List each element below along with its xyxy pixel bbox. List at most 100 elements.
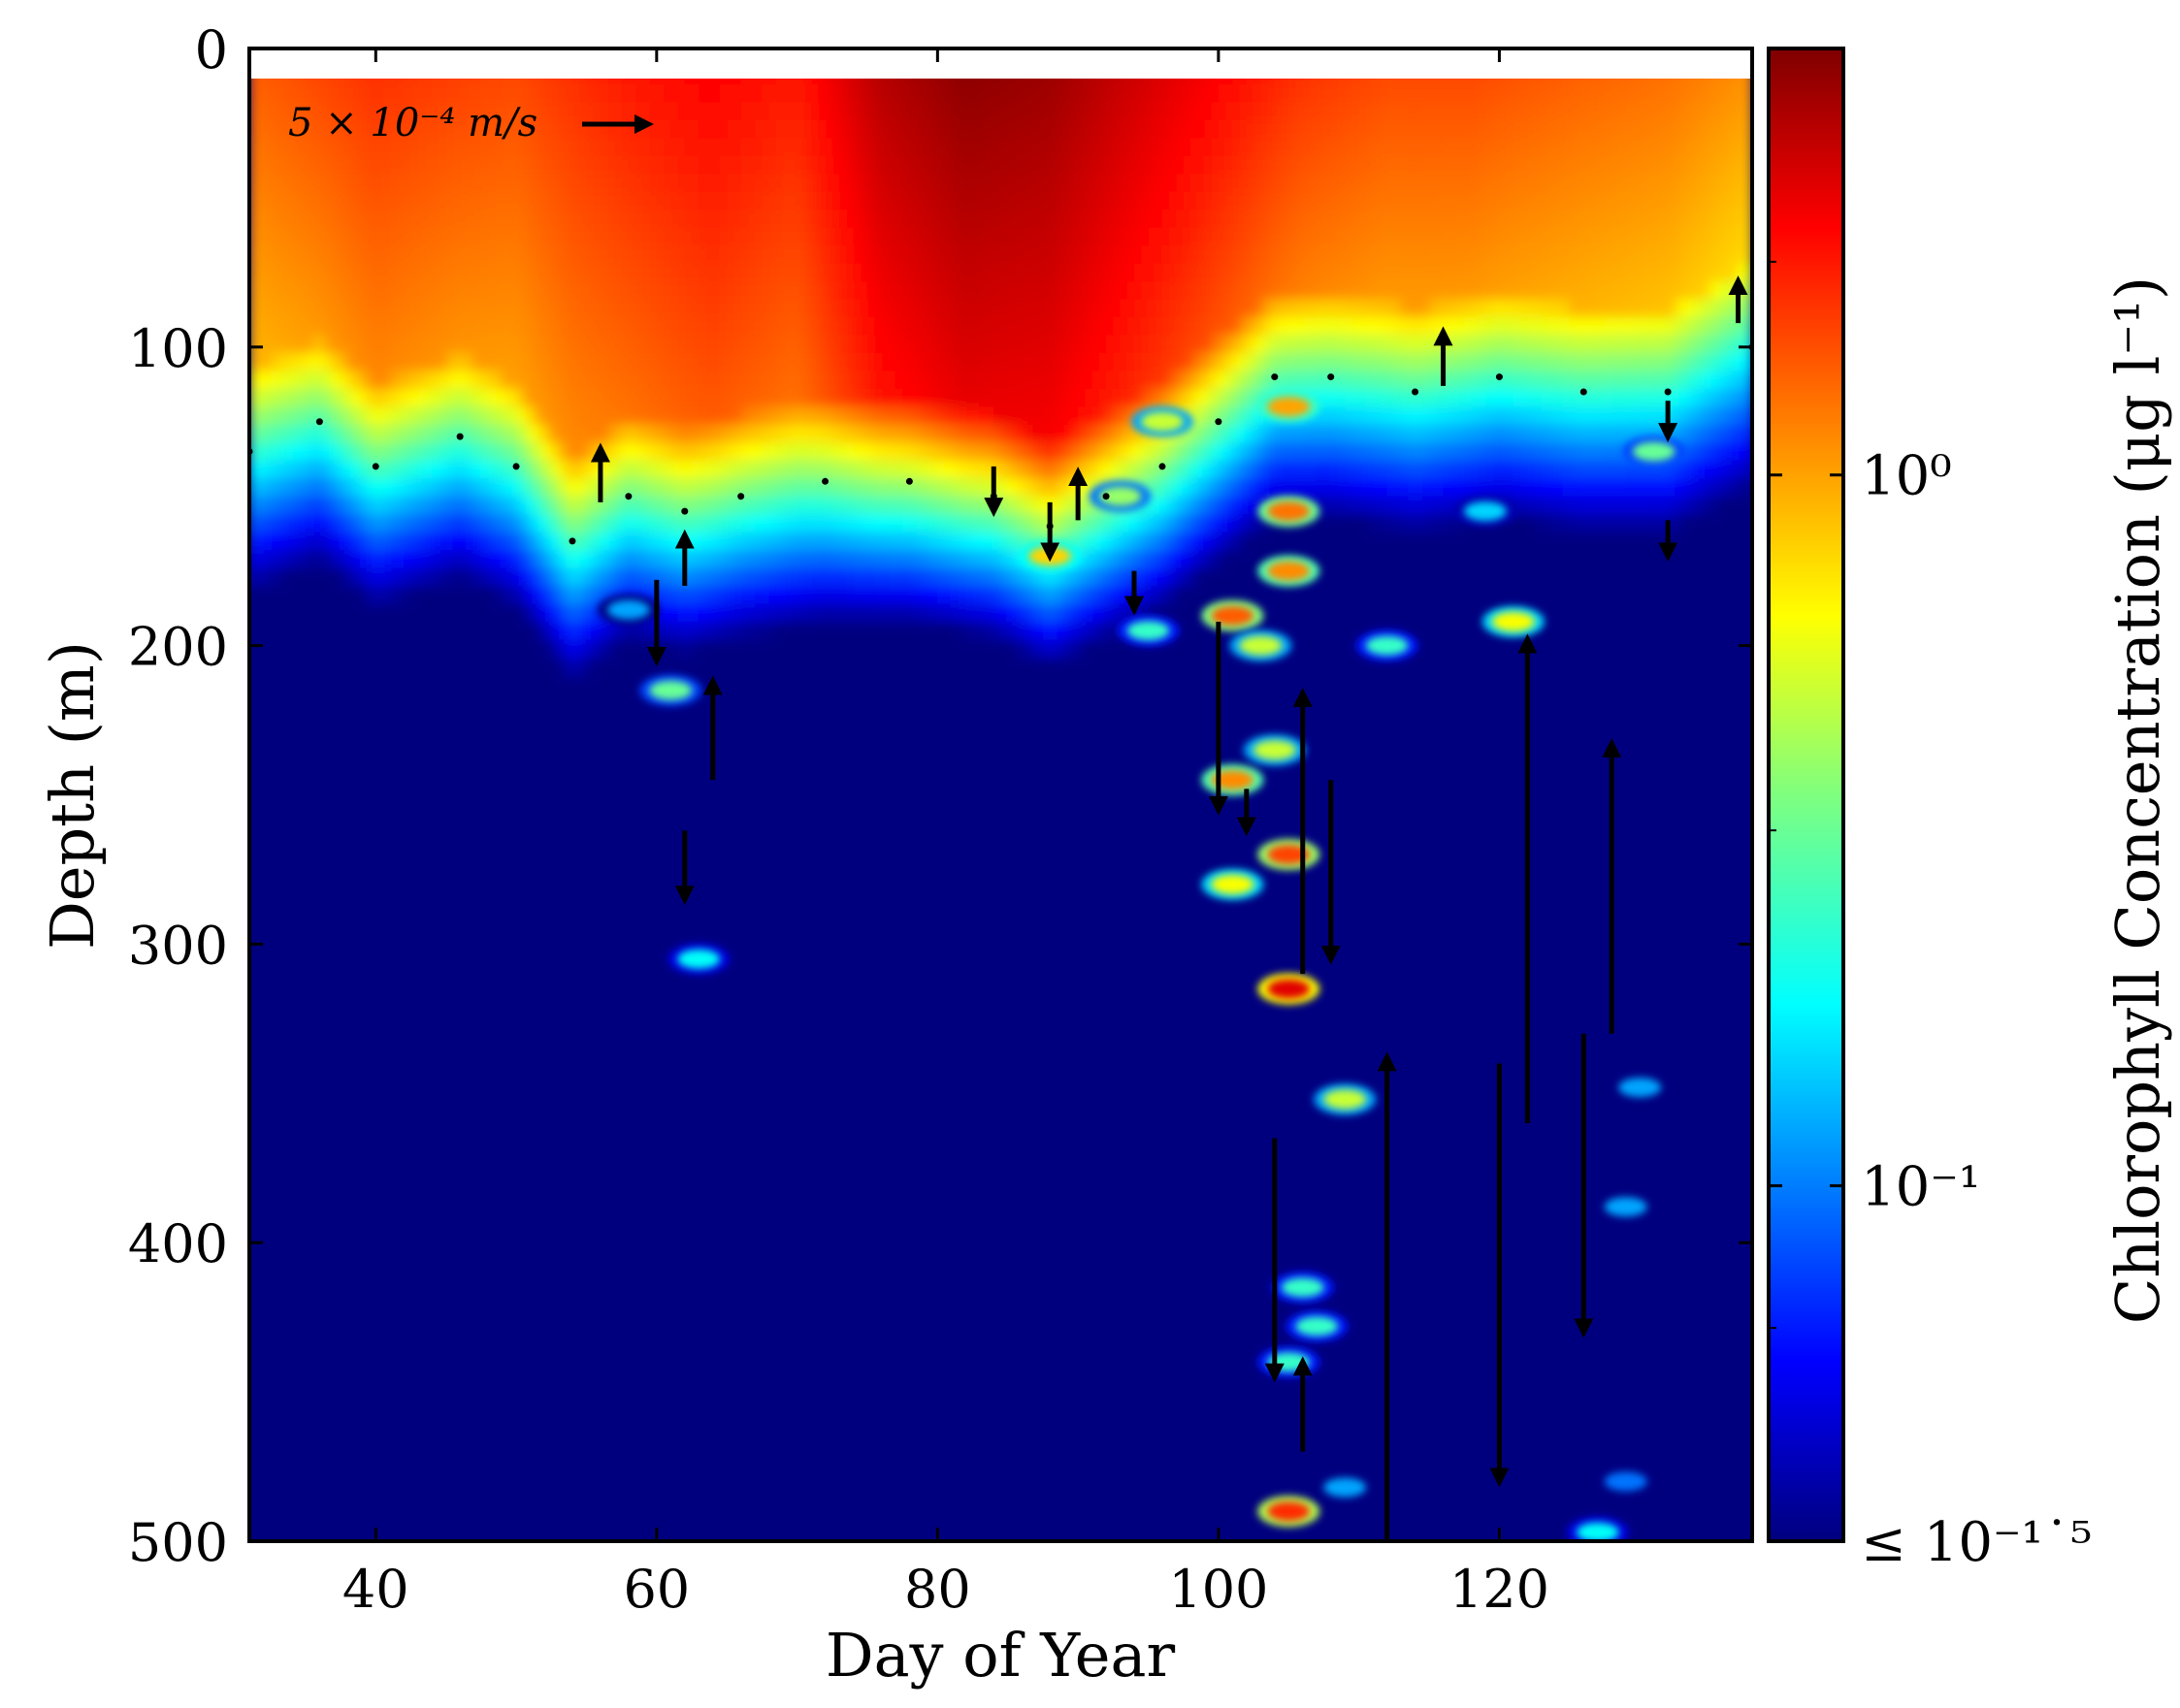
heatmap-cell: [473, 478, 482, 498]
heatmap-cell: [1253, 174, 1262, 193]
heatmap-cell: [404, 138, 412, 157]
heatmap-cell: [1351, 371, 1360, 390]
heatmap-cell: [480, 83, 490, 104]
heatmap-cell: [537, 209, 546, 229]
heatmap-cell: [1323, 317, 1332, 337]
heatmap-cell: [404, 191, 412, 211]
heatmap-cell: [866, 586, 876, 605]
heatmap-cell: [404, 496, 412, 516]
heatmap-cell: [417, 191, 426, 211]
heatmap-cell: [480, 155, 490, 176]
heatmap-cell: [607, 639, 616, 659]
heatmap-cell: [740, 514, 749, 533]
heatmap-cell: [1050, 478, 1058, 498]
heatmap-cell: [361, 514, 371, 533]
heatmap-cell: [284, 424, 293, 444]
heatmap-cell: [972, 317, 981, 337]
heatmap-cell: [439, 514, 447, 533]
heatmap-cell: [488, 460, 497, 480]
heatmap-cell: [797, 496, 805, 516]
heatmap-cell: [888, 442, 896, 462]
heatmap-cell: [1106, 245, 1115, 265]
heatmap-cell: [1022, 603, 1030, 623]
heatmap-cell: [1042, 478, 1052, 498]
heatmap-cell: [473, 496, 482, 516]
heatmap-cell: [1098, 352, 1108, 372]
heatmap-cell: [382, 281, 391, 301]
heatmap-cell: [488, 174, 497, 193]
heatmap-cell: [389, 245, 399, 265]
heatmap-cell: [635, 83, 644, 104]
heatmap-cell: [747, 514, 757, 533]
heatmap-cell: [341, 138, 349, 157]
heatmap-cell: [839, 460, 848, 480]
heatmap-cell: [1078, 406, 1087, 426]
heatmap-cell: [502, 514, 510, 533]
heatmap-cell: [600, 371, 609, 390]
heatmap-cell: [249, 406, 258, 426]
heatmap-cell: [389, 83, 399, 104]
heatmap-cell: [705, 263, 714, 283]
heatmap-cell: [1155, 550, 1163, 569]
heatmap-cell: [558, 299, 567, 319]
heatmap-cell: [558, 83, 567, 104]
heatmap-cell: [972, 227, 981, 247]
heatmap-cell: [727, 406, 735, 426]
heatmap-cell: [1176, 550, 1185, 569]
heatmap-cell: [571, 299, 581, 319]
heatmap-cell: [944, 191, 953, 211]
heatmap-cell: [888, 209, 896, 229]
heatmap-cell: [341, 352, 349, 372]
heatmap-cell: [571, 83, 581, 104]
heatmap-cell: [1126, 263, 1136, 283]
heatmap-cell: [818, 406, 827, 426]
heatmap-cell: [1239, 174, 1248, 193]
heatmap-cell: [656, 442, 666, 462]
heatmap-cell: [284, 532, 293, 552]
heatmap-cell: [670, 460, 679, 480]
heatmap-cell: [417, 102, 426, 121]
heatmap-cell: [354, 496, 363, 516]
heatmap-cell: [972, 138, 981, 157]
heatmap-cell: [249, 371, 258, 390]
heatmap-cell: [621, 83, 630, 104]
heatmap-cell: [523, 460, 532, 480]
heatmap-cell: [1106, 174, 1115, 193]
heatmap-cell: [768, 371, 777, 390]
heatmap-cell: [1035, 478, 1044, 498]
heatmap-cell: [523, 335, 532, 354]
heatmap-cell: [818, 424, 827, 444]
heatmap-cell: [987, 442, 995, 462]
heatmap-cell: [341, 227, 349, 247]
heatmap-cell: [649, 138, 658, 157]
heatmap-cell: [705, 209, 714, 229]
heatmap-cell: [1204, 299, 1213, 319]
heatmap-cell: [677, 621, 686, 641]
heatmap-cell: [1176, 514, 1185, 533]
heatmap-cell: [846, 478, 855, 498]
heatmap-cell: [1161, 442, 1171, 462]
heatmap-cell: [1134, 550, 1143, 569]
heatmap-cell: [1161, 532, 1171, 552]
heatmap-cell: [1246, 460, 1255, 480]
heatmap-cell: [439, 567, 447, 588]
heatmap-cell: [1050, 138, 1058, 157]
heatmap-cell: [755, 388, 764, 408]
heatmap-cell: [853, 227, 862, 247]
heatmap-cell: [1134, 281, 1143, 301]
heatmap-cell: [586, 102, 595, 121]
heatmap-cell: [417, 263, 426, 283]
heatmap-cell: [656, 155, 666, 176]
heatmap-cell: [502, 567, 510, 588]
heatmap-cell: [1028, 406, 1037, 426]
heatmap-cell: [768, 514, 777, 533]
heatmap-cell: [1246, 119, 1255, 140]
heatmap-cell: [762, 209, 770, 229]
heatmap-cell: [305, 335, 314, 354]
heatmap-cell: [1225, 83, 1234, 104]
heatmap-cell: [684, 514, 694, 533]
heatmap-cell: [677, 263, 686, 283]
heatmap-cell: [909, 442, 918, 462]
heatmap-cell: [558, 352, 567, 372]
heatmap-cell: [923, 550, 932, 569]
